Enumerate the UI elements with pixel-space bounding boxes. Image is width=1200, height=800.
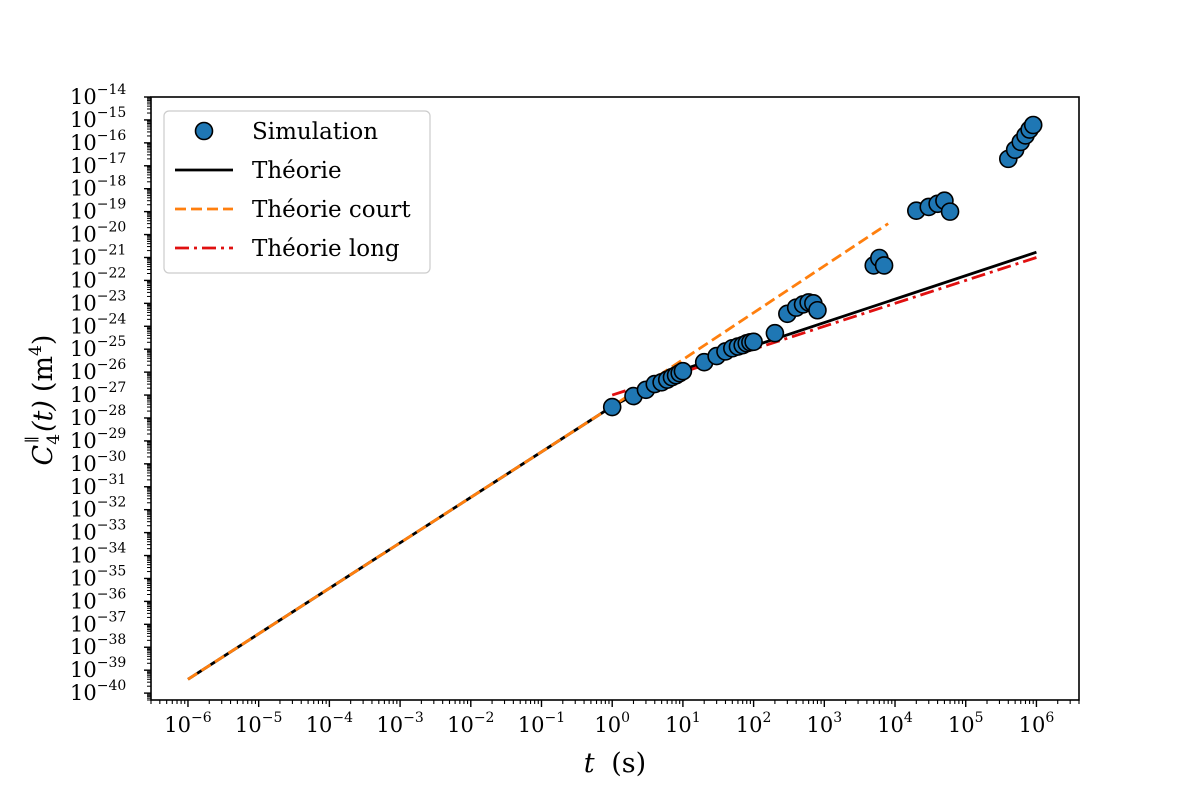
x-tick-label: 101 — [665, 710, 701, 737]
legend: Simulation Théorie Théorie court Théorie… — [163, 110, 431, 274]
y-tick-label: 10−34 — [70, 541, 126, 568]
y-tick-label: 10−37 — [70, 609, 126, 636]
y-tick-label: 10−22 — [70, 265, 126, 292]
x-tick-label: 10−3 — [376, 710, 423, 737]
x-tick-label: 105 — [948, 710, 984, 737]
legend-marker-simulation — [194, 121, 214, 141]
y-tick-label: 10−15 — [70, 105, 126, 132]
y-tick-label: 10−35 — [70, 563, 126, 590]
y-axis-label-sup: ∥ — [23, 436, 41, 443]
x-axis-label-unit: (s) — [611, 748, 646, 779]
simulation-point — [673, 361, 693, 381]
y-axis-label-unit-close: ) — [28, 335, 59, 346]
x-tick-label: 10−6 — [164, 710, 211, 737]
simulation-point — [765, 323, 785, 343]
y-tick-label: 10−20 — [70, 220, 126, 247]
y-axis-label-unit: (m — [28, 356, 59, 392]
x-tick-label: 104 — [877, 710, 913, 737]
y-axis-label-arg: (t) — [28, 400, 59, 432]
simulation-point — [940, 202, 960, 221]
legend-box — [163, 110, 431, 274]
x-tick-label: 10−1 — [518, 710, 565, 737]
x-tick-label: 10−5 — [235, 710, 282, 737]
legend-label-simulation: Simulation — [252, 119, 378, 145]
y-tick-label: 10−18 — [70, 174, 126, 201]
x-axis-label: t (s) — [584, 748, 646, 779]
simulation-point — [744, 332, 763, 352]
x-tick-label: 102 — [736, 710, 772, 737]
y-tick-label: 10−26 — [70, 357, 126, 384]
y-tick-label: 10−29 — [70, 426, 126, 453]
y-tick-label: 10−14 — [70, 82, 126, 109]
legend-label-theorie: Théorie — [252, 158, 342, 184]
y-tick-label: 10−32 — [70, 495, 126, 522]
y-tick-label: 10−39 — [70, 655, 126, 682]
legend-label-theorie-court: Théorie court — [252, 197, 411, 223]
simulation-point — [1023, 115, 1043, 135]
y-tick-label: 10−16 — [70, 128, 126, 155]
y-axis-label-unit-exp: 4 — [26, 345, 46, 356]
y-axis-label: C4∥(t)(m4) — [23, 335, 64, 466]
x-tick-label: 100 — [594, 710, 630, 737]
simulation-point — [602, 397, 622, 417]
x-tick-label: 106 — [1019, 710, 1055, 737]
y-tick-label: 10−30 — [70, 449, 126, 476]
y-axis-label-sub: 4 — [44, 434, 64, 445]
y-tick-label: 10−31 — [70, 472, 126, 499]
y-tick-label: 10−25 — [70, 334, 126, 361]
y-tick-label: 10−40 — [70, 678, 126, 705]
x-tick-label: 10−2 — [447, 710, 494, 737]
y-tick-label: 10−17 — [70, 151, 126, 178]
y-tick-label: 10−27 — [70, 380, 126, 407]
x-axis-ticks: 10−6 10−5 10−4 10−3 10−2 10−1 100 101 102 103 104 1… — [150, 700, 1080, 737]
legend-label-theorie-long: Théorie long — [252, 236, 400, 262]
y-tick-label: 10−21 — [70, 242, 126, 269]
y-tick-label: 10−36 — [70, 586, 126, 613]
svg-text:C4∥(t)(m4): C4∥(t)(m4) — [23, 335, 64, 466]
simulation-point — [874, 256, 894, 275]
y-tick-label: 10−33 — [70, 518, 126, 545]
y-axis-label-main: C — [28, 444, 59, 465]
y-tick-label: 10−19 — [70, 197, 126, 224]
y-tick-label: 10−38 — [70, 632, 126, 659]
y-tick-label: 10−23 — [70, 288, 126, 315]
x-tick-label: 103 — [806, 710, 842, 737]
x-tick-label: 10−4 — [306, 710, 353, 737]
plot-points — [602, 115, 1043, 417]
y-tick-label: 10−24 — [70, 311, 126, 338]
simulation-point — [808, 300, 827, 320]
y-tick-label: 10−28 — [70, 403, 126, 430]
plot-frame — [150, 96, 1080, 701]
x-axis-label-main: t — [584, 748, 595, 779]
